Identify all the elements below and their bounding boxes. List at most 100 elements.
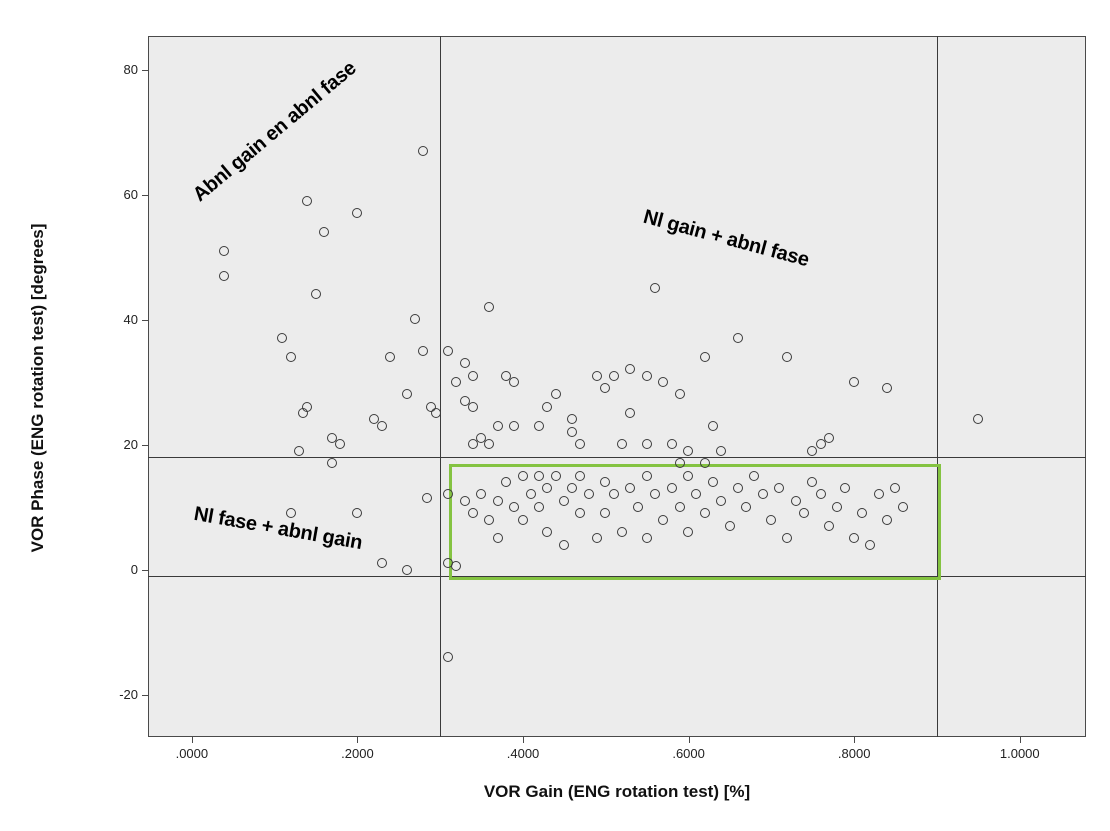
- data-point: [467, 508, 478, 519]
- data-point: [492, 533, 503, 544]
- data-point: [807, 445, 818, 456]
- data-point: [583, 489, 594, 500]
- data-point: [674, 502, 685, 512]
- data-point: [285, 508, 296, 519]
- data-point: [418, 345, 429, 356]
- data-point: [492, 420, 503, 431]
- data-point: [542, 483, 553, 494]
- data-point: [558, 495, 569, 506]
- data-point: [890, 483, 901, 494]
- data-point: [732, 483, 743, 494]
- data-point: [525, 489, 536, 500]
- data-point: [749, 470, 760, 481]
- data-point: [542, 527, 553, 538]
- data-point: [459, 395, 470, 406]
- y-tick-label: 0: [130, 562, 138, 578]
- x-tick-mark: [191, 737, 193, 743]
- data-point: [815, 489, 826, 500]
- data-point: [467, 439, 478, 450]
- data-point: [302, 195, 313, 206]
- data-point: [832, 502, 843, 512]
- data-point: [666, 439, 677, 450]
- data-point: [699, 508, 710, 519]
- data-point: [451, 561, 462, 572]
- data-point: [509, 376, 520, 387]
- y-tick-label: 20: [123, 436, 138, 452]
- plot-area: [148, 36, 1086, 737]
- data-point: [641, 533, 652, 544]
- data-point: [765, 514, 776, 525]
- data-point: [401, 564, 412, 575]
- data-point: [658, 514, 669, 525]
- data-point: [757, 489, 768, 500]
- data-point: [376, 558, 387, 569]
- data-point: [277, 333, 288, 344]
- data-point: [782, 533, 793, 544]
- data-point: [790, 495, 801, 506]
- data-point: [310, 289, 321, 300]
- data-point: [823, 520, 834, 531]
- data-point: [600, 476, 611, 487]
- data-point: [550, 470, 561, 481]
- y-tick-label: -20: [119, 687, 138, 703]
- y-tick-mark: [142, 570, 148, 572]
- data-point: [467, 370, 478, 381]
- data-point: [567, 414, 578, 425]
- data-point: [401, 389, 412, 400]
- data-point: [774, 483, 785, 494]
- x-tick-label: .2000: [341, 746, 374, 761]
- data-point: [649, 489, 660, 500]
- data-point: [351, 508, 362, 519]
- data-point: [219, 245, 230, 256]
- data-point: [294, 445, 304, 456]
- data-point: [327, 458, 338, 469]
- x-tick-label: .6000: [672, 746, 705, 761]
- data-point: [716, 495, 727, 506]
- data-point: [625, 408, 636, 419]
- data-point: [674, 458, 685, 469]
- y-tick-mark: [142, 69, 148, 71]
- data-point: [567, 426, 578, 437]
- x-tick-label: 1.0000: [999, 746, 1040, 761]
- data-point: [335, 439, 346, 450]
- data-point: [782, 351, 793, 362]
- x-tick-mark: [1019, 737, 1021, 743]
- data-point: [484, 301, 495, 312]
- data-point: [443, 652, 454, 663]
- data-point: [641, 370, 652, 381]
- data-point: [699, 458, 710, 469]
- reference-line-horizontal: [148, 576, 1086, 578]
- data-point: [600, 508, 611, 519]
- data-point: [534, 470, 545, 481]
- data-point: [534, 502, 545, 512]
- data-point: [459, 495, 470, 506]
- x-tick-label: .0000: [175, 746, 209, 761]
- reference-line-vertical: [440, 36, 442, 737]
- data-point: [848, 376, 859, 387]
- data-point: [592, 533, 603, 544]
- data-point: [691, 489, 702, 500]
- data-point: [823, 433, 834, 444]
- y-tick-mark: [142, 444, 148, 446]
- data-point: [716, 445, 727, 456]
- data-point: [385, 351, 396, 362]
- x-axis-title: VOR Gain (ENG rotation test) [%]: [483, 782, 751, 801]
- data-point: [625, 483, 636, 494]
- data-point: [649, 283, 660, 294]
- data-point: [318, 226, 329, 237]
- y-axis-title: VOR Phase (ENG rotation test) [degrees]: [28, 223, 47, 553]
- y-tick-mark: [142, 695, 148, 697]
- data-point: [542, 401, 553, 412]
- data-point: [298, 408, 309, 419]
- data-point: [608, 489, 619, 500]
- reference-line-vertical: [936, 36, 938, 737]
- data-point: [633, 502, 644, 512]
- data-point: [500, 370, 511, 381]
- data-point: [898, 502, 909, 512]
- data-point: [492, 495, 503, 506]
- reference-line-horizontal: [148, 457, 1086, 459]
- data-point: [873, 489, 884, 500]
- data-point: [517, 514, 528, 525]
- data-point: [848, 533, 859, 544]
